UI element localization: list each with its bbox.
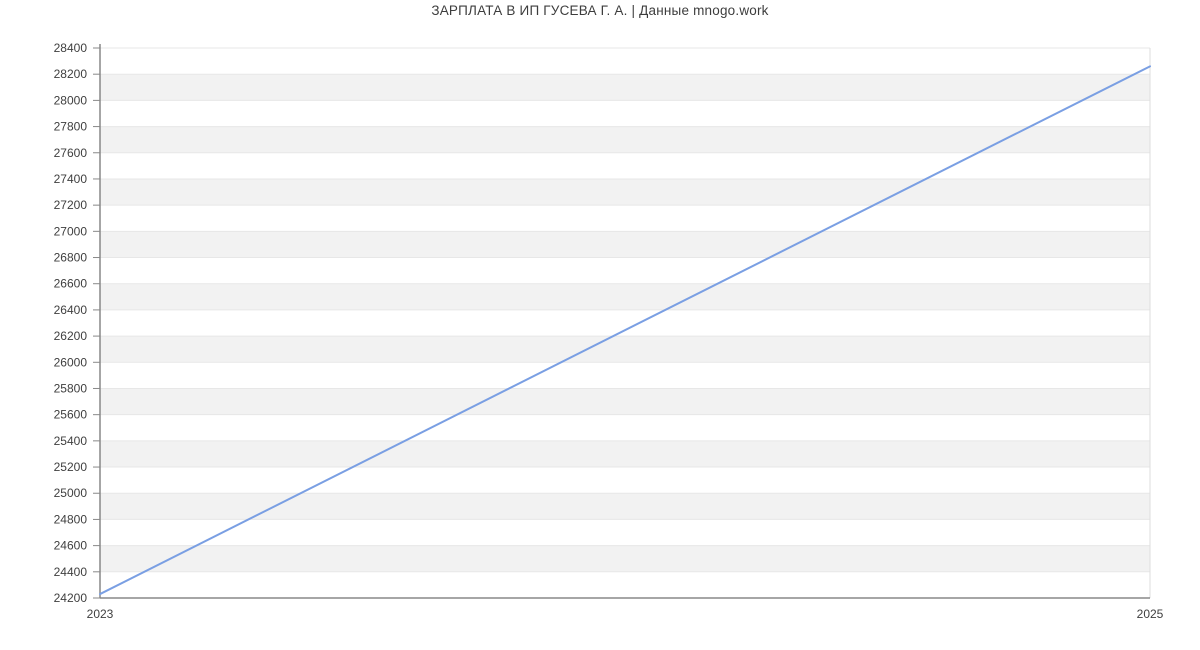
y-tick-label: 25400 <box>54 434 88 448</box>
y-tick-label: 27800 <box>54 120 88 134</box>
y-tick-label: 27600 <box>54 146 88 160</box>
band-stripe <box>100 283 1150 310</box>
y-tick-label: 27200 <box>54 198 88 212</box>
y-tick-label: 24600 <box>54 539 88 553</box>
chart-title: ЗАРПЛАТА В ИП ГУСЕВА Г. А. | Данные mnog… <box>431 3 769 18</box>
y-tick-label: 26400 <box>54 303 88 317</box>
y-tick-label: 25600 <box>54 408 88 422</box>
series-line <box>99 65 1151 596</box>
y-tick-label: 26600 <box>54 277 88 291</box>
y-tick-label: 28200 <box>54 67 88 81</box>
band-stripe <box>100 126 1150 153</box>
band-stripe <box>100 440 1150 468</box>
y-tick-label: 24200 <box>54 591 88 605</box>
y-tick-label: 25200 <box>54 460 88 474</box>
band-stripe <box>100 74 1150 101</box>
band-stripe <box>100 336 1150 363</box>
y-tick-label: 28400 <box>54 41 88 55</box>
band-stripe <box>100 231 1150 258</box>
y-tick-label: 27000 <box>54 224 88 238</box>
y-tick-label: 28000 <box>54 93 88 107</box>
y-tick-label: 24800 <box>54 512 88 526</box>
y-tick-label: 24400 <box>54 565 88 579</box>
y-tick-label: 26200 <box>54 329 88 343</box>
band-stripe <box>100 388 1150 415</box>
band-stripe <box>100 545 1150 572</box>
y-tick-label: 27400 <box>54 172 88 186</box>
band-stripe <box>100 178 1150 206</box>
y-tick-label: 26000 <box>54 355 88 369</box>
x-tick-label: 2025 <box>1137 607 1164 621</box>
x-tick-label: 2023 <box>87 607 114 621</box>
y-tick-label: 26800 <box>54 251 88 265</box>
y-tick-label: 25800 <box>54 381 88 395</box>
y-tick-label: 25000 <box>54 486 88 500</box>
